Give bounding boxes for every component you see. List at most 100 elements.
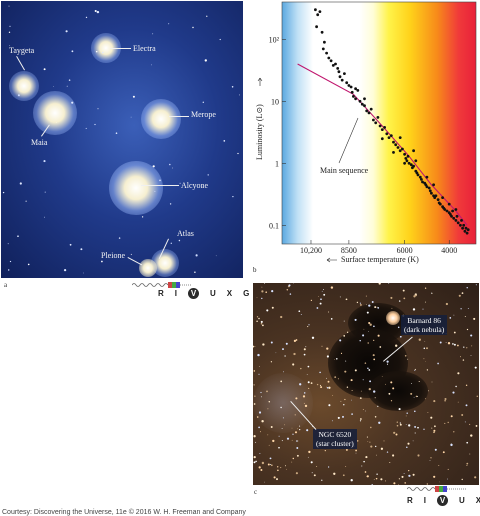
label-maia: Maia: [31, 138, 48, 147]
background-star: [466, 287, 468, 289]
background-star: [310, 299, 313, 302]
background-star: [327, 380, 330, 383]
background-star: [427, 412, 429, 414]
background-star: [453, 314, 455, 316]
background-star: [330, 318, 333, 320]
background-star: [270, 464, 273, 467]
background-star: [9, 25, 11, 27]
background-star: [269, 457, 272, 460]
background-star: [354, 318, 357, 321]
star-point: [460, 219, 463, 222]
background-star: [414, 410, 416, 413]
star-point: [385, 132, 389, 136]
background-star: [398, 484, 400, 485]
background-star: [326, 355, 329, 358]
star-point: [376, 116, 380, 119]
background-star: [378, 421, 381, 424]
star-point: [363, 104, 366, 108]
filter-i: I: [174, 289, 178, 298]
background-star: [439, 481, 440, 483]
star-point: [365, 109, 369, 113]
background-star: [337, 416, 340, 419]
background-star: [256, 297, 258, 299]
background-star: [266, 390, 268, 393]
background-star: [302, 395, 306, 398]
background-star: [256, 316, 259, 318]
star-point: [338, 75, 342, 79]
star-point: [450, 214, 453, 218]
background-star: [373, 325, 375, 328]
star-point: [432, 183, 435, 187]
x-tick-label: 10,200: [300, 246, 322, 255]
leader-electra: [111, 48, 131, 49]
star-point: [314, 8, 317, 12]
background-star: [280, 406, 282, 409]
background-star: [370, 426, 372, 429]
background-star: [44, 191, 46, 193]
background-star: [450, 415, 453, 418]
star-point: [325, 51, 328, 55]
star-point: [443, 208, 447, 211]
background-star: [444, 422, 446, 424]
background-star: [66, 85, 68, 87]
star-point: [401, 147, 404, 151]
background-star: [346, 386, 349, 388]
background-star: [253, 345, 255, 348]
background-star: [207, 174, 209, 176]
background-star: [365, 410, 367, 412]
background-star: [414, 368, 416, 370]
background-star: [27, 263, 30, 266]
barnard86-type: (dark nebula): [404, 325, 445, 334]
star-point: [380, 128, 384, 132]
background-star: [407, 442, 410, 445]
background-star: [308, 450, 311, 454]
background-star: [434, 425, 436, 428]
star-point: [394, 143, 398, 147]
background-star: [271, 290, 274, 293]
background-star: [340, 400, 342, 402]
background-star: [260, 322, 263, 325]
background-star: [318, 296, 319, 298]
background-star: [232, 195, 234, 198]
background-star: [365, 304, 367, 306]
background-star: [417, 426, 419, 429]
background-star: [310, 382, 313, 384]
background-star: [43, 68, 46, 71]
background-star: [393, 431, 396, 434]
background-star: [377, 307, 380, 309]
background-star: [362, 334, 365, 337]
panel-letter-c: c: [254, 488, 258, 496]
background-star: [405, 424, 407, 425]
background-star: [82, 272, 84, 274]
x-axis-label: Surface temperature (K): [341, 255, 419, 264]
background-star: [306, 374, 308, 375]
star-point: [452, 216, 456, 220]
background-star: [366, 475, 369, 478]
background-star: [267, 463, 270, 466]
background-star: [438, 464, 440, 466]
y-tick-label: 10: [271, 97, 279, 106]
background-star: [297, 428, 299, 430]
background-star: [80, 248, 83, 251]
star-point: [396, 146, 400, 149]
background-star: [359, 420, 362, 422]
background-star: [429, 460, 431, 461]
background-star: [447, 342, 451, 345]
background-star: [461, 414, 464, 416]
barnard86-image: Barnard 86 (dark nebula) NGC 6520 (star …: [253, 283, 479, 485]
star-point: [421, 180, 424, 184]
background-star: [414, 432, 416, 434]
background-star: [386, 363, 389, 365]
background-star: [401, 475, 404, 478]
leader-merope: [169, 116, 189, 117]
background-star: [319, 302, 322, 305]
background-star: [292, 363, 295, 366]
background-star: [130, 116, 132, 118]
background-star: [344, 370, 347, 373]
background-star: [19, 182, 22, 185]
background-star: [367, 331, 369, 333]
background-star: [291, 427, 293, 429]
background-star: [294, 414, 296, 416]
star-point: [372, 118, 375, 122]
background-star: [71, 101, 74, 104]
